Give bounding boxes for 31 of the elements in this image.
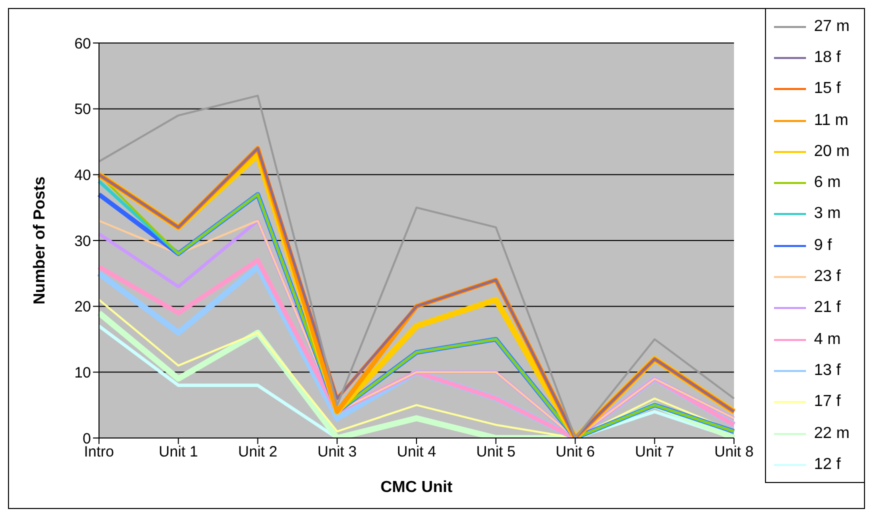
x-tick-label: Unit 4 [396, 444, 436, 461]
y-tick-label: 60 [74, 35, 91, 52]
legend-label: 18 f [814, 48, 841, 67]
legend-label: 12 f [814, 456, 841, 474]
legend-label: 11 m [814, 112, 848, 130]
legend-label: 4 m [814, 330, 841, 349]
legend-label: 22 m [814, 424, 850, 442]
x-tick-label: Unit 5 [476, 444, 516, 461]
legend-label: 9 f [814, 236, 832, 255]
x-tick-label: Unit 3 [318, 444, 357, 461]
legend-label: 27 m [814, 18, 850, 36]
legend-label: 3 m [814, 205, 841, 224]
y-tick-label: 30 [74, 232, 91, 250]
legend-label: 6 m [814, 174, 841, 192]
y-tick-label: 20 [74, 298, 91, 316]
x-tick-label: Unit 6 [556, 444, 595, 461]
y-tick-label: 10 [74, 364, 91, 382]
x-tick-label: Unit 8 [714, 444, 754, 461]
y-tick-label: 50 [74, 101, 91, 118]
x-tick-label: Unit 7 [635, 444, 674, 461]
x-tick-label: Unit 1 [158, 444, 198, 461]
legend-label: 21 f [814, 299, 841, 318]
y-axis-title: Number of Posts [32, 176, 49, 305]
x-axis-title: CMC Unit [380, 479, 454, 496]
legend-label: 15 f [814, 80, 841, 98]
legend-label: 20 m [814, 142, 850, 161]
legend-label: 23 f [814, 268, 841, 286]
x-tick-label: Unit 2 [238, 444, 278, 461]
legend-label: 13 f [814, 362, 841, 380]
y-tick-label: 40 [74, 166, 91, 184]
legend-label: 17 f [814, 393, 841, 412]
